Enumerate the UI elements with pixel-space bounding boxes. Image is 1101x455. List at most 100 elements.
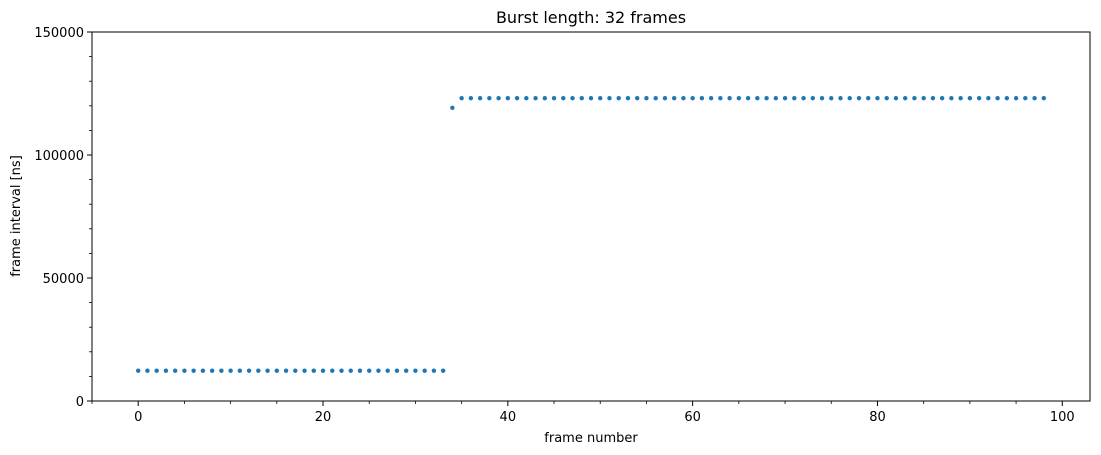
data-point bbox=[468, 95, 474, 101]
data-point bbox=[792, 95, 797, 101]
data-point bbox=[598, 95, 603, 101]
data-point bbox=[219, 368, 224, 373]
data-point bbox=[431, 368, 437, 373]
data-point bbox=[570, 95, 575, 101]
data-point bbox=[829, 95, 834, 101]
data-point bbox=[819, 95, 825, 101]
data-point bbox=[182, 368, 187, 373]
data-point bbox=[866, 95, 871, 101]
data-point bbox=[635, 95, 640, 101]
data-point bbox=[699, 95, 705, 101]
y-axis-label: frame interval [ns] bbox=[9, 155, 24, 277]
data-point bbox=[376, 368, 381, 373]
y-tick-label: 50000 bbox=[43, 272, 84, 287]
data-point bbox=[330, 368, 335, 373]
data-point bbox=[718, 95, 723, 101]
data-point bbox=[579, 95, 584, 101]
data-point bbox=[912, 95, 917, 101]
data-point bbox=[708, 95, 714, 101]
data-point bbox=[995, 95, 1000, 101]
data-point bbox=[875, 95, 880, 101]
data-point bbox=[1032, 95, 1037, 101]
data-point bbox=[644, 95, 649, 101]
data-point bbox=[367, 368, 372, 373]
x-axis-ticks: 0 20 40 60 80 100 bbox=[134, 401, 1075, 425]
x-axis-label: frame number bbox=[544, 431, 638, 446]
y-tick-label: 0 bbox=[76, 395, 84, 410]
data-point bbox=[348, 368, 353, 373]
data-point bbox=[561, 95, 566, 101]
data-point bbox=[450, 105, 455, 110]
data-point bbox=[847, 95, 852, 101]
data-point bbox=[265, 368, 270, 373]
data-point bbox=[237, 368, 243, 373]
data-points bbox=[136, 95, 1046, 373]
data-point bbox=[477, 95, 483, 101]
data-point bbox=[967, 95, 973, 101]
data-point bbox=[551, 95, 557, 101]
data-point bbox=[856, 95, 862, 101]
data-point bbox=[671, 95, 677, 101]
data-point bbox=[403, 368, 409, 373]
data-point bbox=[884, 95, 889, 101]
x-tick-label: 0 bbox=[134, 410, 142, 425]
data-point bbox=[440, 368, 446, 373]
data-point bbox=[755, 95, 760, 101]
data-point bbox=[339, 368, 344, 373]
data-point bbox=[902, 95, 908, 101]
data-point bbox=[459, 95, 464, 101]
data-point bbox=[1041, 95, 1046, 101]
data-point bbox=[976, 95, 982, 101]
data-point bbox=[893, 95, 899, 101]
data-point bbox=[727, 95, 732, 101]
data-point bbox=[172, 368, 178, 373]
data-point bbox=[1013, 95, 1019, 101]
data-point bbox=[246, 368, 252, 373]
data-point bbox=[505, 95, 511, 101]
data-point bbox=[607, 95, 612, 101]
data-point bbox=[145, 368, 150, 373]
y-tick-label: 150000 bbox=[34, 26, 84, 41]
data-point bbox=[542, 95, 547, 101]
chart-title: Burst length: 32 frames bbox=[496, 8, 686, 27]
data-point bbox=[311, 368, 316, 373]
data-point bbox=[801, 95, 806, 101]
data-point bbox=[274, 368, 280, 373]
plot-area bbox=[91, 31, 1091, 402]
x-tick-label: 40 bbox=[500, 410, 517, 425]
data-point bbox=[736, 95, 742, 101]
data-point bbox=[986, 95, 991, 101]
data-point bbox=[764, 95, 769, 101]
data-point bbox=[514, 95, 520, 101]
y-axis-ticks: 0 50000 100000 150000 bbox=[34, 26, 92, 410]
data-point bbox=[228, 368, 233, 373]
data-point bbox=[413, 368, 418, 373]
data-point bbox=[209, 368, 215, 373]
data-point bbox=[773, 95, 779, 101]
data-point bbox=[838, 95, 843, 101]
data-point bbox=[681, 95, 686, 101]
data-point bbox=[930, 95, 936, 101]
data-point bbox=[690, 95, 695, 101]
data-point bbox=[662, 95, 668, 101]
data-point bbox=[524, 95, 529, 101]
data-point bbox=[921, 95, 926, 101]
data-point bbox=[939, 95, 945, 101]
data-point bbox=[154, 368, 159, 373]
data-point bbox=[810, 95, 815, 101]
data-point bbox=[1023, 95, 1028, 101]
data-point bbox=[782, 95, 788, 101]
data-point bbox=[191, 368, 196, 373]
data-point bbox=[496, 95, 501, 101]
data-point bbox=[163, 368, 169, 373]
data-point bbox=[394, 368, 400, 373]
data-point bbox=[422, 368, 427, 373]
data-point bbox=[200, 368, 206, 373]
data-point bbox=[949, 95, 954, 101]
data-point bbox=[625, 95, 631, 101]
data-point bbox=[616, 95, 621, 101]
x-tick-label: 60 bbox=[684, 410, 701, 425]
data-point bbox=[533, 95, 538, 101]
data-point bbox=[588, 95, 594, 101]
